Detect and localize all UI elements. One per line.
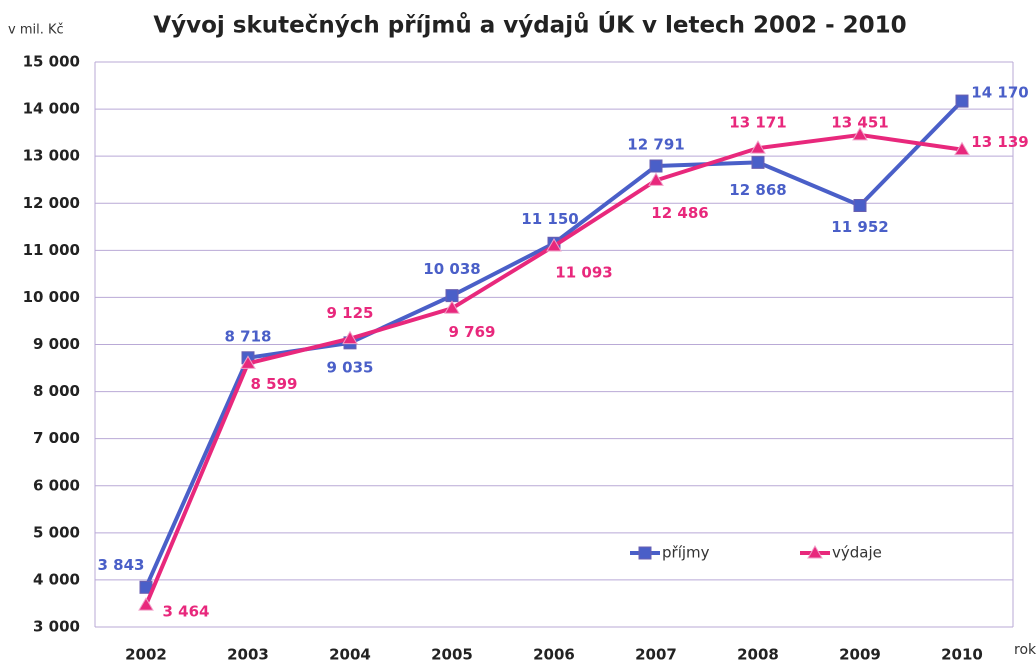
marker [649, 159, 663, 173]
data-label: 11 093 [555, 263, 612, 281]
data-label: 9 035 [327, 358, 374, 376]
y-tick-label: 14 000 [23, 100, 80, 118]
y-tick-label: 7 000 [33, 429, 80, 447]
y-tick-label: 11 000 [23, 241, 80, 259]
data-label: 3 464 [163, 603, 210, 621]
y-tick-label: 9 000 [33, 335, 80, 353]
data-label: 13 139 [971, 133, 1028, 151]
data-label: 12 486 [651, 204, 708, 222]
marker [240, 355, 256, 369]
legend-label: výdaje [832, 544, 882, 562]
marker [955, 94, 969, 108]
legend-label: příjmy [662, 544, 710, 562]
data-label: 3 843 [98, 556, 145, 574]
marker [445, 289, 459, 303]
data-label: 13 171 [729, 114, 786, 132]
data-label: 12 791 [627, 136, 684, 154]
x-tick-label: 2010 [941, 646, 983, 664]
x-tick-label: 2005 [431, 646, 473, 664]
data-label: 9 125 [327, 304, 374, 322]
data-label: 8 718 [225, 327, 272, 345]
y-tick-label: 6 000 [33, 476, 80, 494]
x-tick-label: 2006 [533, 646, 575, 664]
data-label: 14 170 [971, 84, 1028, 102]
marker [751, 155, 765, 169]
marker [648, 172, 664, 186]
marker [138, 597, 154, 611]
data-label: 11 150 [521, 210, 578, 228]
x-tick-label: 2002 [125, 646, 167, 664]
y-tick-label: 4 000 [33, 570, 80, 588]
marker [342, 330, 358, 345]
y-tick-label: 13 000 [23, 147, 80, 165]
legend-marker [638, 546, 652, 560]
marker [750, 140, 766, 154]
data-label: 11 952 [831, 218, 888, 236]
series-line [144, 132, 963, 606]
y-tick-label: 15 000 [23, 53, 80, 71]
x-axis-label: rok [1014, 642, 1036, 658]
legend-marker [807, 545, 823, 559]
marker [954, 141, 970, 156]
data-label: 10 038 [423, 260, 480, 278]
data-label: 13 451 [831, 113, 888, 131]
x-tick-label: 2009 [839, 646, 881, 664]
y-tick-label: 3 000 [33, 618, 80, 636]
x-tick-label: 2007 [635, 646, 677, 664]
y-tick-label: 5 000 [33, 523, 80, 541]
data-label: 8 599 [251, 375, 298, 393]
marker [444, 300, 460, 314]
y-tick-label: 10 000 [23, 288, 80, 306]
data-label: 12 868 [729, 181, 786, 199]
chart-title: Vývoj skutečných příjmů a výdajů ÚK v le… [153, 11, 906, 39]
x-tick-label: 2008 [737, 646, 779, 664]
data-label: 9 769 [449, 323, 496, 341]
y-tick-label: 8 000 [33, 382, 80, 400]
marker [853, 199, 867, 213]
x-tick-label: 2004 [329, 646, 371, 664]
y-tick-label: 12 000 [23, 194, 80, 212]
y-axis-label: v mil. Kč [8, 23, 64, 38]
marker [852, 126, 868, 141]
x-tick-label: 2003 [227, 646, 269, 664]
marker [546, 237, 562, 252]
